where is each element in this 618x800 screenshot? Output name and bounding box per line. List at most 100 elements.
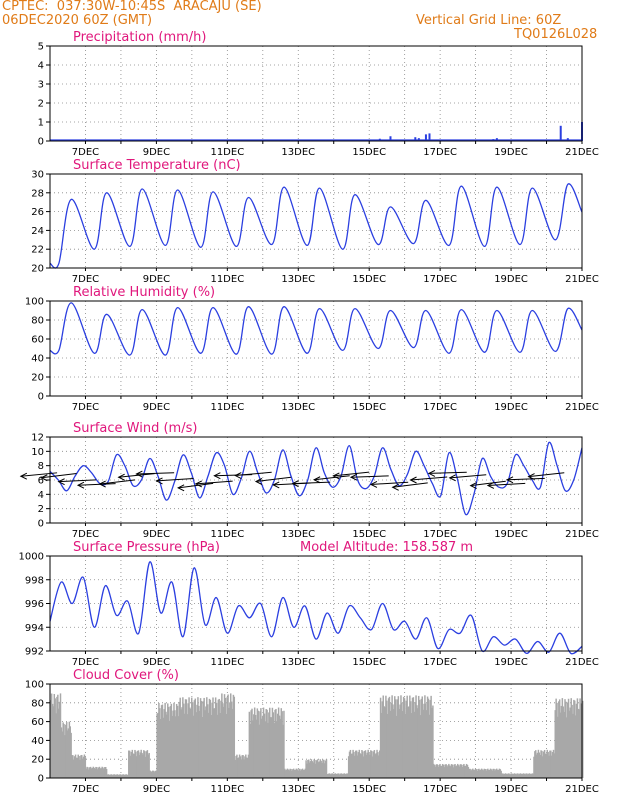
cloud-bar (481, 769, 484, 778)
cloud-bar (238, 754, 241, 778)
cloud-bar (107, 774, 110, 778)
cloud-bar (322, 759, 324, 778)
cloud-bar (269, 707, 271, 778)
panel-5-xtick-label: 19DEC (494, 657, 528, 668)
panel-1-ytick-label: 1 (38, 118, 44, 129)
cloud-bar (142, 754, 144, 778)
cloud-bar (340, 773, 343, 778)
cloud-bar (90, 768, 93, 778)
cloud-bar (488, 770, 490, 778)
panel-5-xtick-label: 17DEC (423, 657, 457, 668)
cloud-bar (498, 768, 501, 778)
cloud-bar (464, 765, 467, 778)
cloud-bar (217, 699, 220, 778)
cloud-bar (167, 706, 170, 778)
cloud-bar (73, 759, 75, 778)
wind-arrow-shaft (156, 478, 194, 482)
panel-4-ytick-label: 10 (31, 447, 44, 458)
panel-4-xtick-label: 21DEC (565, 529, 599, 540)
cloud-bar (417, 708, 419, 778)
cloud-bar (521, 773, 524, 778)
cloud-bar (92, 766, 95, 778)
cloud-bar (177, 716, 180, 778)
cloud-bar (377, 752, 379, 778)
cloud-bar (532, 773, 534, 778)
cloud-bar (457, 765, 460, 778)
cloud-bar (239, 756, 242, 778)
cloud-bar (480, 769, 482, 778)
panel-3-title: Relative Humidity (%) (73, 285, 215, 300)
cloud-bar (291, 770, 293, 778)
cloud-bar (426, 696, 429, 778)
cloud-bar (389, 710, 392, 778)
cloud-bar (278, 715, 281, 778)
cloud-bar (305, 760, 307, 778)
cloud-bar (241, 755, 244, 778)
cloud-bar (263, 713, 266, 778)
cloud-bar (197, 697, 199, 778)
cloud-bar (191, 702, 194, 778)
wind-arrow-shaft (292, 481, 331, 485)
cloud-bar (146, 750, 149, 778)
cloud-bar (361, 750, 363, 778)
cloud-bar (387, 698, 390, 778)
cloud-bar (256, 708, 259, 778)
cloud-bar (118, 774, 120, 778)
cloud-bar (500, 770, 502, 778)
cloud-bar (441, 763, 444, 778)
cloud-bar (301, 768, 304, 778)
panel-4-xtick-label: 9DEC (143, 529, 170, 540)
cloud-bar (449, 765, 451, 778)
panel-6-xtick-label: 21DEC (565, 784, 599, 795)
cloud-bar (81, 758, 84, 778)
cloud-bar (335, 773, 337, 778)
cloud-bar (381, 701, 384, 778)
cloud-bar (64, 735, 66, 778)
panel-2-xtick-label: 17DEC (423, 274, 457, 285)
cloud-bar (372, 751, 375, 778)
cloud-bar (556, 702, 558, 778)
cloud-bar (431, 707, 433, 778)
cloud-bar (163, 709, 165, 778)
cloud-bar (200, 700, 203, 778)
cloud-bar (316, 759, 319, 778)
panel-6-ytick-label: 40 (31, 736, 44, 747)
cloud-bar (153, 772, 156, 778)
cloud-bar (496, 769, 499, 778)
wind-arrow-head (527, 473, 535, 481)
cloud-bar (315, 763, 317, 778)
cloud-bar (298, 768, 300, 778)
cloud-bar (304, 768, 306, 778)
wind-arrow-shaft (333, 471, 370, 477)
cloud-bar (527, 774, 529, 778)
cloud-bar (77, 754, 79, 778)
cloud-bar (565, 701, 567, 778)
cloud-bar (76, 757, 79, 778)
cloud-bar (89, 767, 91, 778)
cloud-bar (91, 767, 94, 778)
panel-6-xtick-label: 19DEC (494, 784, 528, 795)
cloud-bar (406, 695, 408, 778)
cloud-bar (94, 768, 96, 778)
wind-arrow-head (272, 481, 280, 489)
panel-2-ytick-label: 20 (31, 264, 44, 275)
cloud-bar (159, 708, 161, 778)
cloud-bar (284, 768, 286, 778)
wind-arrow-head (369, 480, 378, 488)
cloud-bar (67, 728, 70, 778)
cloud-bar (566, 702, 569, 778)
cloud-bar (535, 750, 537, 778)
cloud-bar (516, 773, 518, 778)
wind-arrow-head (391, 483, 399, 491)
cloud-bar (402, 711, 404, 778)
cloud-bar (295, 768, 298, 778)
cloud-bar (300, 770, 302, 778)
cloud-bar (274, 709, 276, 778)
cloud-bar (465, 763, 468, 778)
cloud-bar (223, 694, 226, 778)
cloud-bar (82, 756, 85, 778)
cloud-bar (443, 767, 446, 778)
cloud-bar (471, 769, 473, 778)
cloud-bar (206, 704, 209, 778)
cloud-bar (518, 774, 520, 778)
